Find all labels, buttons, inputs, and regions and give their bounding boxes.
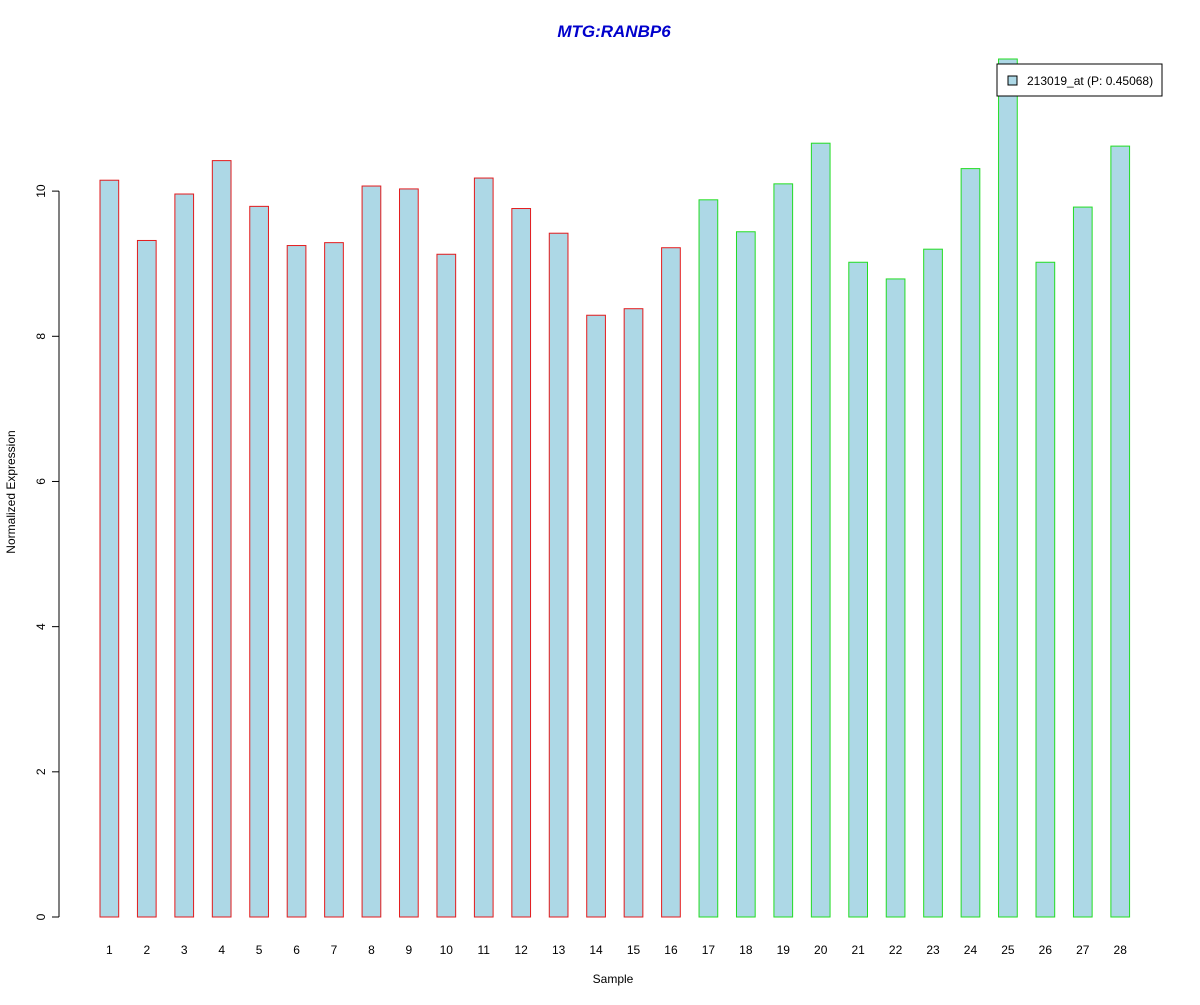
bar-sample-23 (923, 248, 943, 918)
y-tick-label: 6 (34, 478, 48, 485)
x-tick-label: 16 (664, 943, 678, 957)
bar-sample-16 (661, 247, 681, 918)
x-tick-label: 15 (627, 943, 641, 957)
x-tick-label: 20 (814, 943, 828, 957)
bar-sample-28 (1110, 145, 1131, 918)
y-tick-label: 2 (34, 768, 48, 775)
x-tick-label: 6 (293, 943, 300, 957)
y-axis: 0 2 4 6 8 10 (34, 184, 60, 920)
x-tick-label: 10 (440, 943, 454, 957)
bar-sample-26 (1035, 261, 1056, 918)
bar-sample-4 (211, 160, 232, 918)
bar-sample-24 (960, 168, 981, 918)
x-tick-label: 21 (851, 943, 865, 957)
bar-sample-14 (586, 314, 606, 918)
x-tick-label: 3 (181, 943, 188, 957)
x-tick-label: 14 (589, 943, 603, 957)
x-tick-label: 23 (926, 943, 940, 957)
bar-sample-15 (623, 308, 644, 918)
x-tick-label: 22 (889, 943, 903, 957)
bar-sample-13 (548, 232, 569, 918)
bar-sample-2 (136, 239, 157, 918)
bar-sample-11 (473, 177, 494, 918)
bar-sample-5 (249, 205, 269, 918)
x-tick-label: 1 (106, 943, 113, 957)
x-tick-label: 18 (739, 943, 753, 957)
x-tick-label: 11 (478, 943, 491, 957)
x-tick-label: 7 (331, 943, 338, 957)
x-tick-labels: 1 2 3 4 5 6 7 8 9 10 11 12 13 14 15 16 17 18 19 20 21 22 23 24 2… (106, 943, 1127, 957)
x-tick-label: 2 (143, 943, 150, 957)
legend-label: 213019_at (P: 0.45068) (1027, 74, 1153, 88)
x-tick-label: 5 (256, 943, 263, 957)
bar-sample-6 (286, 245, 307, 918)
y-tick-label: 4 (34, 623, 48, 630)
x-tick-label: 26 (1039, 943, 1053, 957)
bar-sample-22 (885, 278, 906, 918)
bar-sample-21 (848, 261, 868, 918)
bar-sample-12 (511, 208, 532, 918)
x-tick-label: 9 (406, 943, 413, 957)
x-tick-label: 27 (1076, 943, 1090, 957)
x-tick-label: 28 (1114, 943, 1128, 957)
bar-sample-20 (810, 142, 831, 918)
bar-sample-27 (1072, 206, 1093, 918)
bar-series (99, 58, 1131, 918)
x-tick-label: 25 (1001, 943, 1015, 957)
y-axis-label: Normalized Expression (4, 430, 18, 553)
bar-sample-10 (436, 253, 457, 918)
bar-sample-25 (998, 58, 1018, 918)
bar-sample-9 (399, 188, 419, 918)
x-tick-label: 19 (777, 943, 791, 957)
bar-sample-7 (324, 242, 344, 918)
y-tick-label: 0 (34, 913, 48, 920)
x-tick-label: 4 (218, 943, 225, 957)
x-tick-label: 24 (964, 943, 978, 957)
bar-sample-18 (735, 231, 756, 918)
x-tick-label: 12 (515, 943, 529, 957)
legend-box (996, 63, 1163, 97)
legend-swatch (1007, 75, 1018, 86)
x-tick-label: 8 (368, 943, 375, 957)
x-axis-label: Sample (593, 972, 634, 986)
bar-sample-19 (773, 183, 794, 918)
chart-title: MTG:RANBP6 (557, 22, 671, 41)
x-tick-label: 17 (702, 943, 716, 957)
bar-sample-8 (361, 185, 382, 918)
bar-sample-1 (99, 179, 120, 918)
y-tick-label: 8 (34, 333, 48, 340)
bar-sample-17 (698, 199, 719, 918)
legend: 213019_at (P: 0.45068) (996, 63, 1163, 97)
x-tick-label: 13 (552, 943, 566, 957)
y-tick-label: 10 (34, 184, 48, 198)
bar-sample-3 (174, 193, 195, 918)
